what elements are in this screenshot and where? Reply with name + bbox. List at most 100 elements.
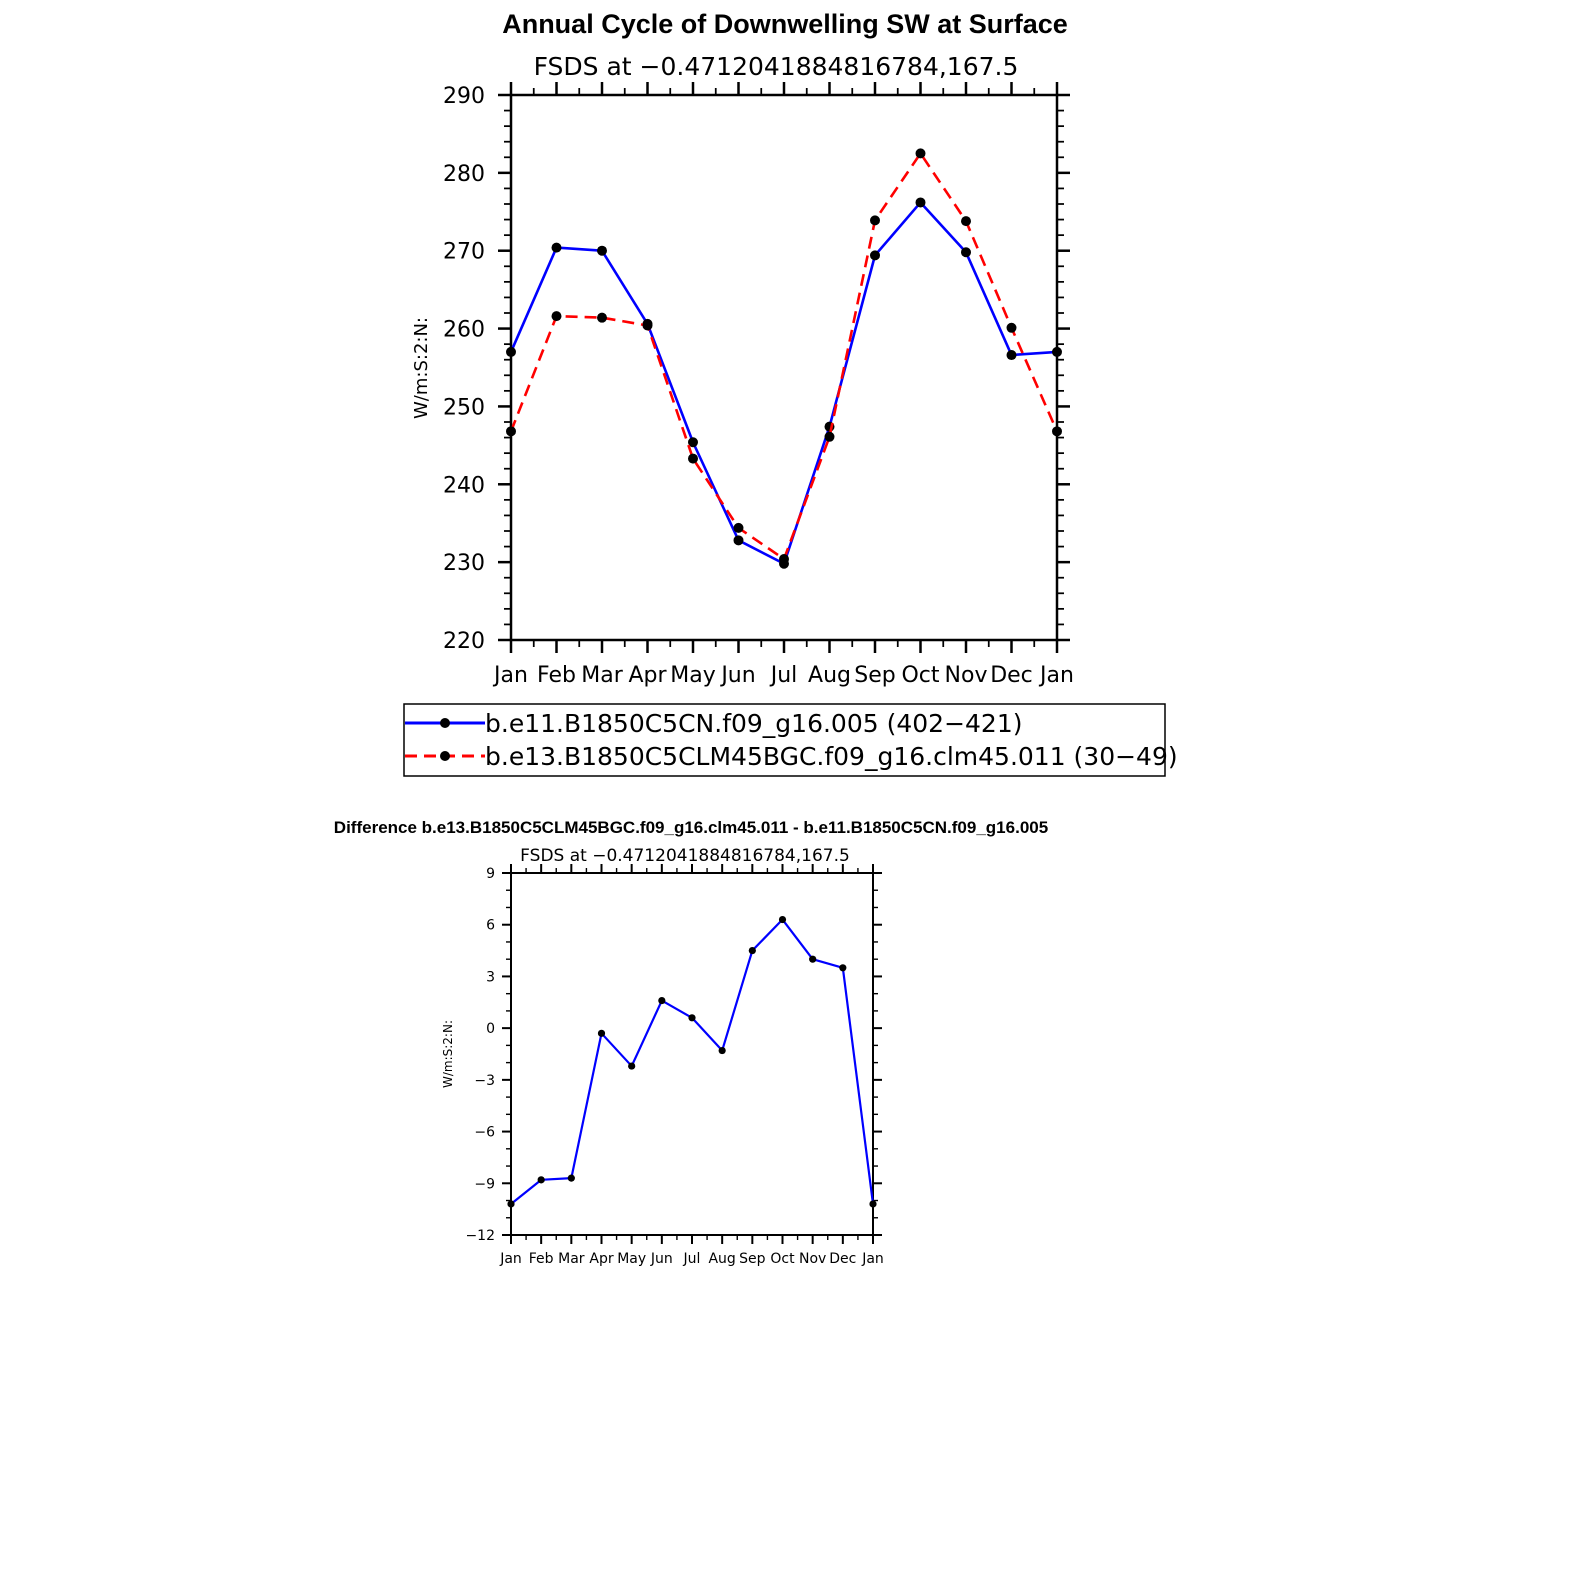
x-tick-label: Oct (770, 1251, 795, 1267)
x-tick-label: Jul (683, 1251, 701, 1267)
data-point-1 (733, 535, 744, 546)
y-tick-label: 6 (486, 918, 495, 934)
x-tick-label: Apr (628, 663, 667, 688)
data-point-1 (506, 346, 516, 357)
data-point-2 (551, 311, 562, 322)
y-tick-label: −6 (474, 1125, 495, 1141)
x-tick-label: Mar (581, 663, 623, 688)
data-point-1 (537, 1176, 545, 1184)
data-point-2 (915, 148, 926, 159)
x-tick-label: Aug (708, 1251, 735, 1267)
legend-entry-2: b.e13.B1850C5CLM45BGC.f09_g16.clm45.011 … (405, 742, 1178, 771)
x-tick-label: Jan (1038, 663, 1074, 688)
y-tick-label: −3 (474, 1073, 495, 1089)
data-point-1 (688, 437, 698, 448)
x-tick-label: Mar (558, 1251, 585, 1267)
series-line-1 (509, 201, 1058, 566)
legend-entry-1: b.e11.B1850C5CN.f09_g16.005 (402−421) (405, 709, 1023, 738)
x-tick-label: Jun (719, 663, 755, 688)
plot-frame (510, 872, 874, 1236)
data-point-1 (1052, 346, 1062, 357)
x-tick-label: May (617, 1251, 646, 1267)
data-point-2 (506, 426, 516, 437)
difference-y-axis-label: W/m:S:2:N: (441, 1020, 455, 1088)
y-axis-label: W/m:S:2:N: (411, 317, 432, 419)
x-tick-label: Sep (854, 663, 895, 688)
tick-labels: Jan Feb Mar Apr May Jun Jul Aug Sep Oct Nov Dec Jan2… (443, 84, 1074, 688)
data-point-2 (779, 554, 789, 565)
chart-title: Annual Cycle of Downwelling SW at Surfac… (502, 9, 1068, 39)
difference-subtitle: FSDS at −0.4712041884816784,167.5 (520, 846, 850, 866)
chart-subtitle: FSDS at −0.4712041884816784,167.5 (534, 52, 1019, 81)
x-tick-label: Sep (739, 1251, 766, 1267)
data-point-1 (915, 197, 926, 208)
y-tick-label: −9 (474, 1176, 495, 1192)
data-point-2 (961, 216, 971, 227)
legend-label-1: b.e11.B1850C5CN.f09_g16.005 (402−421) (485, 709, 1023, 738)
legend-box (403, 703, 1166, 777)
data-point-2 (733, 522, 744, 533)
y-tick-label: 3 (486, 969, 495, 985)
y-tick-label: 0 (486, 1021, 495, 1037)
series-line-2 (509, 152, 1059, 561)
x-tick-label: Jan (499, 1251, 522, 1267)
legend-marker-2 (440, 751, 450, 761)
difference-tick-labels: Jan Feb Mar Apr May Jun Jul Aug Sep Oct Nov Dec Jan−… (465, 866, 883, 1267)
y-tick-label: 270 (443, 240, 485, 265)
data-point-2 (688, 453, 698, 464)
data-point-1 (748, 946, 756, 955)
difference-title: Difference b.e13.B1850C5CLM45BGC.f09_g16… (334, 818, 1048, 837)
axes-frame (498, 82, 1070, 653)
data-point-1 (839, 964, 847, 972)
legend: b.e11.B1850C5CN.f09_g16.005 (402−421) b.… (403, 703, 1178, 777)
data-point-1 (567, 1174, 575, 1182)
x-tick-label: Apr (589, 1251, 613, 1267)
data-point-2 (1006, 322, 1017, 333)
data-point-1 (597, 245, 607, 256)
difference-chart: Difference b.e13.B1850C5CLM45BGC.f09_g16… (334, 818, 1048, 1267)
y-tick-label: 230 (443, 551, 485, 576)
y-tick-label: 290 (443, 84, 485, 109)
series-layer (506, 148, 1062, 569)
x-tick-label: Nov (945, 663, 988, 688)
data-point-2 (642, 320, 653, 331)
data-point-1 (961, 247, 971, 258)
y-tick-label: 260 (443, 318, 485, 343)
x-tick-label: Jul (769, 663, 798, 688)
y-tick-label: 250 (443, 395, 485, 420)
x-tick-label: Jan (492, 663, 528, 688)
data-point-1 (597, 1029, 606, 1037)
data-point-1 (507, 1200, 515, 1208)
data-point-1 (1006, 350, 1017, 361)
difference-series-layer (507, 915, 877, 1208)
data-point-1 (718, 1046, 726, 1055)
difference-axes-frame (502, 864, 882, 1244)
data-point-1 (778, 915, 787, 924)
x-tick-label: Dec (829, 1251, 856, 1267)
data-point-2 (597, 312, 607, 323)
data-point-1 (869, 1200, 877, 1208)
data-point-1 (658, 996, 666, 1005)
x-tick-label: Oct (901, 663, 939, 688)
y-tick-label: 240 (443, 473, 485, 498)
data-point-2 (824, 431, 835, 442)
data-point-1 (809, 955, 817, 963)
x-tick-label: Feb (537, 663, 576, 688)
x-tick-label: Jan (861, 1251, 884, 1267)
y-tick-label: 9 (486, 866, 495, 882)
data-point-1 (551, 242, 562, 253)
data-point-2 (870, 215, 880, 226)
y-tick-label: −12 (465, 1228, 495, 1244)
legend-marker-1 (440, 718, 450, 728)
x-tick-label: Feb (529, 1251, 554, 1267)
x-tick-label: May (670, 663, 715, 688)
data-point-2 (1052, 426, 1062, 437)
series-line-1 (510, 918, 875, 1205)
data-point-1 (870, 250, 880, 261)
annual-cycle-chart: Annual Cycle of Downwelling SW at Surfac… (411, 9, 1074, 688)
legend-label-2: b.e13.B1850C5CLM45BGC.f09_g16.clm45.011 … (485, 742, 1178, 771)
x-tick-label: Jun (650, 1251, 673, 1267)
data-point-1 (628, 1062, 636, 1070)
y-tick-label: 220 (443, 629, 485, 654)
